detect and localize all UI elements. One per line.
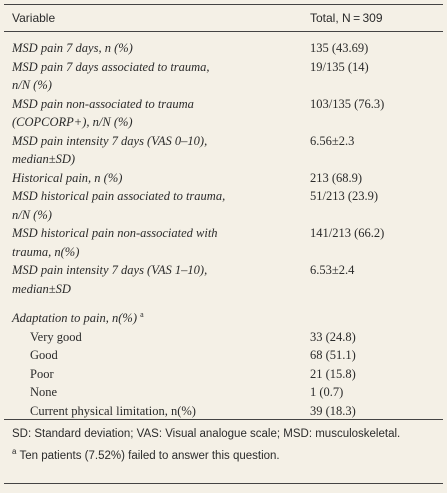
row-label: None [30, 385, 58, 400]
row-label: Historical pain, n (%) [12, 170, 123, 185]
header-cell: Total, N = 309 [310, 11, 383, 25]
table-row: MSD pain 7 days associated to trauma, n/… [4, 58, 443, 95]
section-label: Adaptation to pain, n(%) [12, 311, 137, 326]
label-cell: MSD pain 7 days, n (%) [4, 39, 310, 58]
footnote-text: Ten patients (7.52%) failed to answer th… [19, 449, 280, 462]
label-cell: Current physical limitation, n(%) [4, 402, 310, 421]
row-label: MSD pain non-associated to trauma (COPCO… [12, 96, 194, 130]
row-label: MSD pain 7 days associated to trauma, n/… [12, 59, 210, 93]
value-cell: 39 (18.3) [310, 403, 356, 418]
label-cell: MSD pain non-associated to trauma (COPCO… [4, 95, 310, 132]
note-marker: a [140, 310, 144, 319]
row-label: MSD historical pain non-associated with … [12, 226, 218, 259]
row-label: Good [30, 348, 58, 363]
label-cell: MSD historical pain associated to trauma… [4, 187, 310, 224]
section: Adaptation to pain, n(%) a Very good 33 (… [4, 306, 443, 420]
row-label: Very good [30, 329, 82, 344]
value-cell: 21 (15.8) [310, 366, 356, 381]
label-cell: MSD pain intensity 7 days (VAS 1–10), me… [4, 261, 310, 298]
table-body: MSD pain 7 days, n (%) 135 (43.69) MSD pai… [4, 32, 443, 298]
table-row: Poor 21 (15.8) [4, 365, 443, 384]
table-row: Good 68 (51.1) [4, 346, 443, 365]
row-label: MSD pain intensity 7 days (VAS 0–10), me… [12, 133, 208, 167]
table-row: Historical pain, n (%) 213 (68.9) [4, 169, 443, 188]
table-row: Current physical limitation, n(%) 39 (18.… [4, 402, 443, 421]
row-label: Poor [30, 366, 54, 381]
label-cell: MSD pain intensity 7 days (VAS 0–10), me… [4, 132, 310, 169]
label-cell: Good [4, 346, 310, 365]
row-label: MSD pain 7 days, n (%) [12, 41, 133, 55]
label-cell: Very good [4, 328, 310, 347]
footnotes: SD: Standard deviation; VAS: Visual anal… [4, 419, 443, 465]
footnote: SD: Standard deviation; VAS: Visual anal… [12, 428, 401, 440]
row-label: MSD historical pain associated to trauma… [12, 189, 226, 222]
label-cell: Poor [4, 365, 310, 384]
value-cell: 33 (24.8) [310, 329, 356, 344]
value-cell: 6.56±2.3 [310, 133, 355, 148]
value-cell: 19/135 (14) [310, 59, 369, 74]
label-cell: Historical pain, n (%) [4, 169, 310, 188]
label-cell: MSD historical pain non-associated with … [4, 224, 310, 261]
table-row: MSD pain 7 days, n (%) 135 (43.69) [4, 39, 443, 58]
value-cell: 135 (43.69) [310, 41, 369, 55]
note-marker: a [12, 447, 17, 456]
table-row: Very good 33 (24.8) [4, 328, 443, 347]
row-label: MSD pain intensity 7 days (VAS 1–10), me… [12, 263, 208, 296]
table-row: MSD pain intensity 7 days (VAS 1–10), me… [4, 261, 443, 298]
value-cell: 213 (68.9) [310, 170, 363, 185]
value-cell: 51/213 (23.9) [310, 189, 379, 203]
table: Variable Total, N = 309 MSD pain 7 days,… [4, 4, 443, 484]
table-row: MSD historical pain non-associated with … [4, 224, 443, 261]
footnote: a Ten patients (7.52%) failed to answer … [12, 443, 435, 465]
row-label: Current physical limitation, n(%) [30, 403, 196, 418]
section-title: Adaptation to pain, n(%) a [4, 306, 443, 328]
header-cell: Variable [12, 11, 56, 25]
value-cell: 103/135 (76.3) [310, 96, 385, 111]
label-cell: MSD pain 7 days associated to trauma, n/… [4, 58, 310, 95]
page: Variable Total, N = 309 MSD pain 7 days,… [0, 4, 447, 493]
table-row: MSD historical pain associated to trauma… [4, 187, 443, 224]
table-row: MSD pain non-associated to trauma (COPCO… [4, 95, 443, 132]
table-row: None 1 (0.7) [4, 383, 443, 402]
table-row: MSD pain intensity 7 days (VAS 0–10), me… [4, 132, 443, 169]
value-cell: 141/213 (66.2) [310, 226, 385, 240]
value-cell: 68 (51.1) [310, 348, 356, 363]
label-cell: None [4, 383, 310, 402]
header-row: Variable Total, N = 309 [4, 5, 443, 32]
value-cell: 6.53±2.4 [310, 263, 355, 277]
value-cell: 1 (0.7) [310, 385, 344, 400]
